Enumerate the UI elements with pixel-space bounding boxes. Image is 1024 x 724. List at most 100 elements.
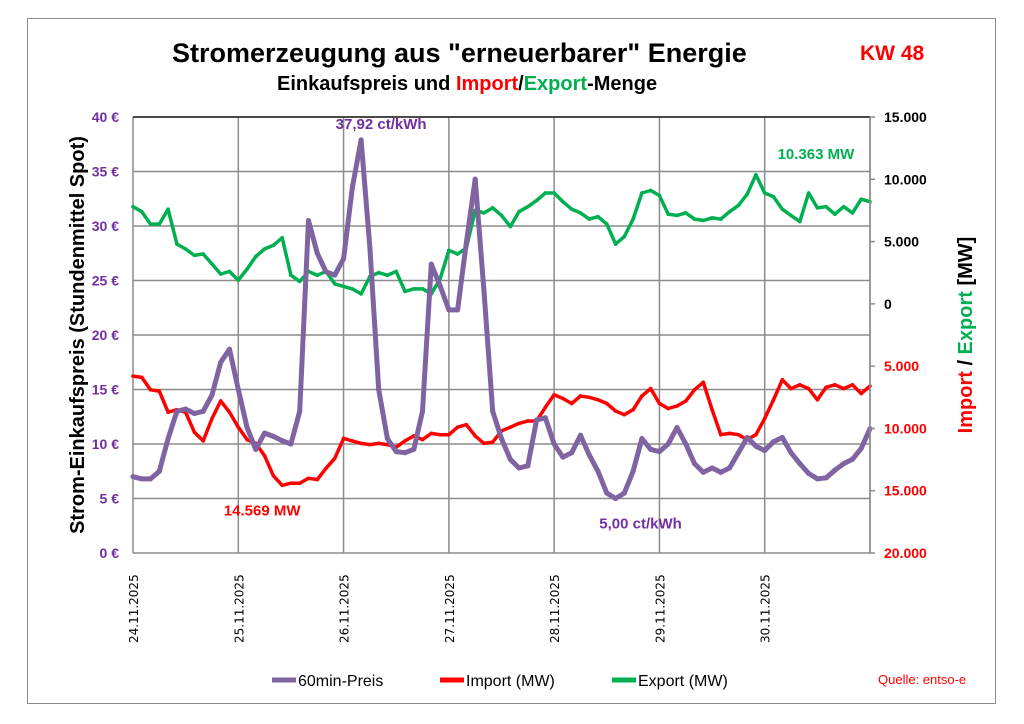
data-point bbox=[666, 406, 670, 411]
data-point bbox=[692, 461, 697, 467]
series-segment bbox=[569, 394, 583, 406]
data-point bbox=[245, 437, 249, 442]
data-point bbox=[744, 435, 750, 440]
data-point bbox=[376, 441, 381, 446]
data-point bbox=[578, 211, 583, 215]
data-point bbox=[596, 398, 600, 402]
data-point bbox=[420, 408, 425, 414]
data-point bbox=[657, 401, 662, 406]
left-tick-label: 20 € bbox=[92, 327, 119, 343]
data-point bbox=[762, 416, 767, 421]
series-segment bbox=[640, 386, 653, 398]
data-point bbox=[806, 386, 811, 391]
data-point bbox=[640, 394, 644, 398]
data-point bbox=[771, 194, 776, 199]
data-point bbox=[578, 394, 583, 398]
data-point bbox=[516, 465, 522, 471]
data-point bbox=[789, 213, 793, 218]
data-point bbox=[306, 218, 311, 224]
data-point bbox=[806, 191, 811, 195]
data-point bbox=[692, 388, 697, 392]
data-point bbox=[384, 436, 390, 442]
data-point bbox=[499, 213, 504, 218]
data-point bbox=[376, 270, 381, 275]
series-segment bbox=[833, 204, 846, 216]
data-point bbox=[420, 287, 425, 291]
data-point bbox=[131, 374, 135, 378]
series-segment bbox=[780, 378, 793, 391]
data-point bbox=[289, 273, 293, 277]
data-point bbox=[455, 307, 461, 313]
right-tick-label: 10.000 bbox=[884, 171, 927, 187]
chart-frame bbox=[27, 18, 996, 704]
series-segment bbox=[798, 191, 811, 224]
data-point bbox=[411, 446, 417, 452]
data-point bbox=[437, 283, 443, 289]
series-segment bbox=[165, 408, 180, 442]
series-segment bbox=[850, 383, 863, 396]
data-point bbox=[586, 452, 592, 458]
left-tick-label: 40 € bbox=[92, 109, 119, 125]
data-point bbox=[815, 398, 820, 402]
series-segment bbox=[779, 435, 794, 456]
data-point bbox=[165, 436, 171, 442]
data-point bbox=[499, 436, 504, 442]
data-point bbox=[148, 388, 153, 392]
data-point bbox=[648, 386, 653, 391]
data-point bbox=[517, 209, 521, 214]
series-segment bbox=[692, 380, 706, 392]
data-point bbox=[463, 239, 469, 245]
series-segment bbox=[648, 386, 662, 406]
data-point bbox=[622, 234, 627, 239]
series-segment bbox=[376, 387, 390, 442]
left-tick-label: 25 € bbox=[92, 273, 119, 289]
series-segment bbox=[333, 436, 346, 461]
series-segment bbox=[315, 466, 328, 482]
data-point bbox=[245, 267, 249, 271]
data-point bbox=[358, 137, 364, 143]
data-point bbox=[428, 261, 434, 267]
data-point bbox=[534, 417, 540, 423]
data-point bbox=[446, 307, 452, 313]
data-point bbox=[464, 422, 469, 427]
data-point bbox=[762, 448, 768, 453]
data-point bbox=[341, 436, 346, 441]
series-segment bbox=[218, 399, 232, 414]
series-segment bbox=[613, 234, 627, 246]
series-segment bbox=[140, 375, 153, 392]
data-point bbox=[341, 284, 346, 289]
data-point bbox=[656, 449, 662, 455]
series-segment bbox=[806, 191, 820, 210]
data-point bbox=[359, 441, 363, 446]
data-point bbox=[735, 450, 741, 456]
series-segment bbox=[754, 416, 767, 437]
annotation-label: 5,00 ct/kWh bbox=[599, 516, 682, 533]
series-segment bbox=[631, 394, 644, 412]
data-point bbox=[403, 289, 407, 294]
series-segment bbox=[771, 378, 785, 402]
data-point bbox=[420, 437, 425, 442]
data-point bbox=[657, 193, 662, 198]
right-title-part: [MW] bbox=[955, 237, 977, 291]
series-segment bbox=[438, 248, 451, 281]
x-tick-label: 28.11.2025 bbox=[548, 574, 562, 643]
data-point bbox=[648, 446, 654, 452]
data-point bbox=[482, 211, 486, 215]
data-point bbox=[218, 359, 224, 365]
data-point bbox=[333, 282, 337, 286]
data-point bbox=[368, 442, 372, 447]
data-point bbox=[508, 224, 513, 229]
data-point bbox=[815, 206, 820, 210]
series-segment bbox=[280, 236, 293, 277]
data-point bbox=[447, 248, 451, 253]
series-segment bbox=[384, 436, 399, 455]
data-point bbox=[156, 468, 162, 474]
data-point bbox=[367, 245, 373, 251]
source-note: Quelle: entso-e bbox=[878, 672, 966, 687]
data-point bbox=[349, 185, 355, 191]
data-point bbox=[473, 434, 477, 438]
series-segment bbox=[359, 274, 372, 296]
data-point bbox=[139, 476, 145, 482]
data-point bbox=[709, 465, 715, 471]
series-segment bbox=[367, 245, 382, 392]
